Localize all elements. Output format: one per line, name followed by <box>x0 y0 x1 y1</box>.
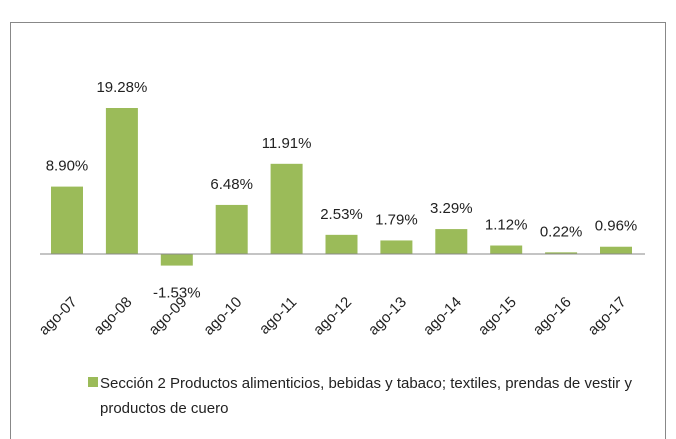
x-tick-label: ago-14 <box>420 294 465 339</box>
bar <box>380 240 413 254</box>
frame <box>10 22 666 439</box>
data-label: 6.48% <box>210 176 253 193</box>
legend-label: Sección 2 Productos alimenticios, bebida… <box>100 375 632 417</box>
x-tick-label: ago-16 <box>530 294 575 339</box>
legend-swatch <box>88 377 98 387</box>
x-tick-label: ago-13 <box>365 294 410 339</box>
bar <box>545 252 578 254</box>
bar <box>105 108 138 254</box>
bar <box>435 229 468 254</box>
x-tick-label: ago-17 <box>585 294 630 339</box>
data-label: 19.28% <box>96 79 147 96</box>
bar <box>51 186 83 254</box>
data-label: -1.53% <box>153 285 201 302</box>
bar <box>270 163 303 254</box>
bar <box>160 254 193 266</box>
data-label: 1.12% <box>485 216 528 233</box>
data-label: 11.91% <box>262 135 312 152</box>
bar <box>325 234 358 254</box>
data-label: 3.29% <box>430 200 473 217</box>
data-label: 2.53% <box>320 206 363 223</box>
x-tick-label: ago-11 <box>256 294 300 338</box>
x-tick-label: ago-12 <box>310 294 355 339</box>
data-label: 0.22% <box>540 223 583 240</box>
bar <box>600 246 632 254</box>
bar <box>490 245 523 254</box>
x-tick-label: ago-07 <box>36 294 81 339</box>
data-label: 8.90% <box>46 158 89 175</box>
x-tick-label: ago-08 <box>90 294 135 339</box>
x-tick-label: ago-10 <box>200 294 245 339</box>
bar <box>215 204 248 254</box>
data-label: 0.96% <box>595 218 638 235</box>
x-tick-label: ago-15 <box>475 294 520 339</box>
data-label: 1.79% <box>375 211 418 228</box>
